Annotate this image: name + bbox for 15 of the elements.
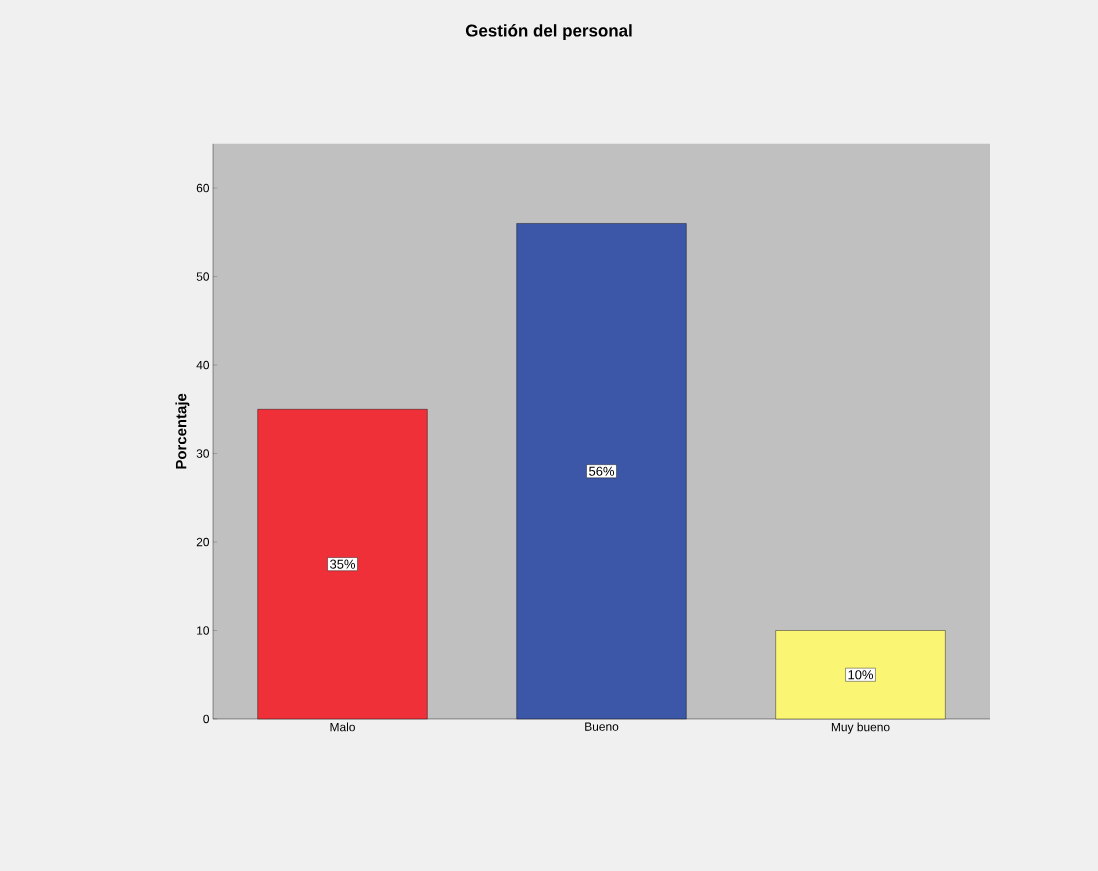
y-tick-label: 20 (196, 537, 210, 547)
data-label: 35% (330, 559, 356, 569)
data-label: 10% (848, 670, 874, 680)
y-tick-label: 30 (196, 449, 210, 458)
chart-title: Gestión del personal (465, 24, 632, 40)
x-tick-label: Bueno (585, 722, 619, 731)
data-label: 56% (589, 466, 615, 476)
y-tick-label: 60 (196, 183, 210, 193)
y-axis-title: Porcentaje (175, 393, 190, 469)
y-tick-label: 10 (197, 626, 210, 635)
y-tick-label: 50 (196, 272, 210, 281)
x-tick-label: Malo (330, 722, 355, 732)
x-tick-label: Muy bueno (831, 722, 890, 734)
y-tick-label: 40 (196, 360, 210, 370)
y-tick-label: 0 (203, 714, 210, 724)
